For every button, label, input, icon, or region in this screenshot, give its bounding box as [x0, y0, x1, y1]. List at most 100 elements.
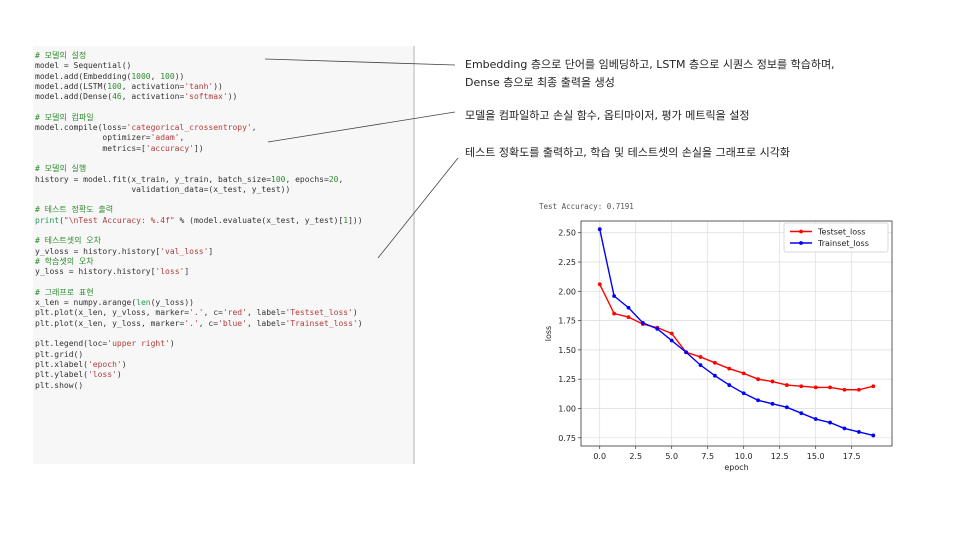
- code-line: plt.xlabel('epoch'): [35, 360, 363, 370]
- data-point: [655, 326, 660, 331]
- code-line: # 학습셋의 오차: [35, 257, 363, 267]
- data-point: [842, 387, 847, 392]
- legend-marker: [799, 241, 803, 245]
- code-token: ]): [193, 143, 204, 153]
- annotation-model-setup-line1: Embedding 층으로 단어를 임베딩하고, LSTM 층으로 시퀀스 정보…: [465, 58, 835, 71]
- code-token: ,: [338, 174, 344, 184]
- code-line: plt.plot(x_len, y_loss, marker='.', c='b…: [35, 319, 363, 329]
- code-line: # 모델의 설정: [35, 51, 363, 61]
- y-tick-label: 2.25: [558, 258, 576, 267]
- data-point: [713, 373, 717, 378]
- data-point: [784, 383, 789, 387]
- code-token: plt.plot(x_len, y_vloss, marker=: [35, 308, 190, 318]
- loss-chart: 0.0 2.5 5.0 7.5 10.0 12.5 15.0 17.5 0.75 1.00 1.25…: [544, 220, 893, 472]
- code-token: # 그래프로 표현: [35, 287, 94, 297]
- data-point: [597, 282, 602, 287]
- code-token: model = Sequential(): [35, 61, 132, 71]
- code-line: model.add(Dense(46, activation='softmax'…: [35, 92, 363, 102]
- data-point: [612, 294, 617, 298]
- plot-area: [581, 221, 892, 446]
- code-token: ): [352, 308, 358, 318]
- code-token: , activation=: [121, 81, 185, 91]
- y-tick-label: 0.75: [558, 434, 576, 443]
- x-tick-label: 12.5: [771, 452, 789, 461]
- x-tick-label: 0.0: [593, 452, 606, 461]
- data-point: [698, 355, 703, 359]
- code-line: history = model.fit(x_train, y_train, ba…: [35, 175, 363, 185]
- code-token: , activation=: [121, 92, 185, 102]
- y-tick-label: 1.50: [558, 346, 576, 355]
- code-line: plt.show(): [35, 381, 363, 391]
- leader-line-compile: [267, 111, 456, 143]
- code-line: print("\nTest Accuracy: %.4f" % (model.e…: [35, 216, 363, 226]
- code-cell[interactable]: [33, 46, 415, 464]
- data-point: [741, 371, 746, 376]
- code-token: 'epoch': [87, 359, 122, 369]
- code-line: y_vloss = history.history['val_loss']: [35, 247, 363, 257]
- leader-line-evaluate: [377, 157, 459, 259]
- code-line: # 모델의 컴파일: [35, 113, 363, 123]
- code-scrollbar[interactable]: [413, 46, 415, 464]
- code-line: plt.grid(): [35, 350, 363, 360]
- data-point: [856, 387, 861, 392]
- code-token: , epochs=: [285, 174, 329, 184]
- legend-label: Trainset_loss: [817, 239, 869, 248]
- code-token: model.add(Embedding(: [35, 71, 132, 81]
- code-token: y_loss = history.history[: [35, 267, 156, 277]
- data-point: [756, 398, 760, 403]
- data-point: [813, 417, 818, 421]
- y-tick-label: 2.00: [558, 287, 576, 296]
- code-line: validation_data=(x_test, y_test)): [35, 185, 363, 195]
- code-token: print: [35, 215, 60, 225]
- code-token: plt.plot(x_len, y_loss, marker=: [35, 318, 185, 328]
- series-line-testset-loss: [599, 283, 874, 391]
- data-point: [626, 315, 631, 319]
- code-token: ): [169, 339, 175, 349]
- code-token: ): [116, 370, 122, 380]
- code-token: , c=: [198, 318, 219, 328]
- x-tick-label: 15.0: [807, 452, 825, 461]
- code-line: metrics=['accuracy']): [35, 144, 363, 154]
- code-token: model.add(LSTM(: [35, 81, 108, 91]
- code-token: plt.legend(loc=: [35, 339, 108, 349]
- data-point: [799, 384, 804, 389]
- code-line: model.compile(loss='categorical_crossent…: [35, 123, 363, 133]
- code-token: ]: [208, 246, 214, 256]
- data-point: [856, 430, 861, 434]
- code-line: model.add(Embedding(1000, 100)): [35, 72, 363, 82]
- test-accuracy-output: Test Accuracy: 0.7191: [539, 202, 634, 211]
- code-token: 'loss': [87, 370, 117, 380]
- code-token: 'upper right': [107, 339, 170, 349]
- data-point: [770, 401, 775, 406]
- code-line: optimizer='adam',: [35, 133, 363, 143]
- code-token: ,: [251, 123, 257, 133]
- code-line: # 테스트셋의 오차: [35, 236, 363, 246]
- data-point: [770, 379, 775, 384]
- code-line: x_len = numpy.arange(len(y_loss)): [35, 298, 363, 308]
- code-token: 1000: [131, 71, 151, 81]
- data-point: [784, 405, 789, 410]
- code-token: , c=: [203, 308, 223, 318]
- code-token: )): [227, 92, 238, 102]
- code-token: history = model.fit(x_train, y_train, ba…: [35, 174, 272, 184]
- code-token: 'Trainset_loss': [285, 318, 358, 328]
- data-point: [698, 363, 703, 368]
- code-token: ): [357, 318, 363, 328]
- code-token: 1: [343, 215, 349, 225]
- data-point: [641, 321, 645, 325]
- code-token: plt.ylabel(: [35, 370, 88, 380]
- x-tick-label: 2.5: [629, 452, 642, 461]
- code-line: plt.legend(loc='upper right'): [35, 339, 363, 349]
- code-token: )): [174, 71, 185, 81]
- code-line: # 테스트 정확도 출력: [35, 205, 363, 215]
- code-token: model.add(Dense(: [35, 92, 113, 102]
- annotation-model-setup: Embedding 층으로 단어를 임베딩하고, LSTM 층으로 시퀀스 정보…: [465, 56, 835, 92]
- plot-frame: [580, 220, 893, 447]
- data-point: [684, 350, 689, 355]
- data-point: [842, 426, 847, 431]
- data-point: [727, 383, 732, 387]
- code-token: % (model.evaluate(x_test, y_test)[: [174, 215, 344, 225]
- code-token: ])): [348, 215, 363, 225]
- code-token: x_len = numpy.arange(: [35, 298, 137, 308]
- data-point: [669, 331, 674, 336]
